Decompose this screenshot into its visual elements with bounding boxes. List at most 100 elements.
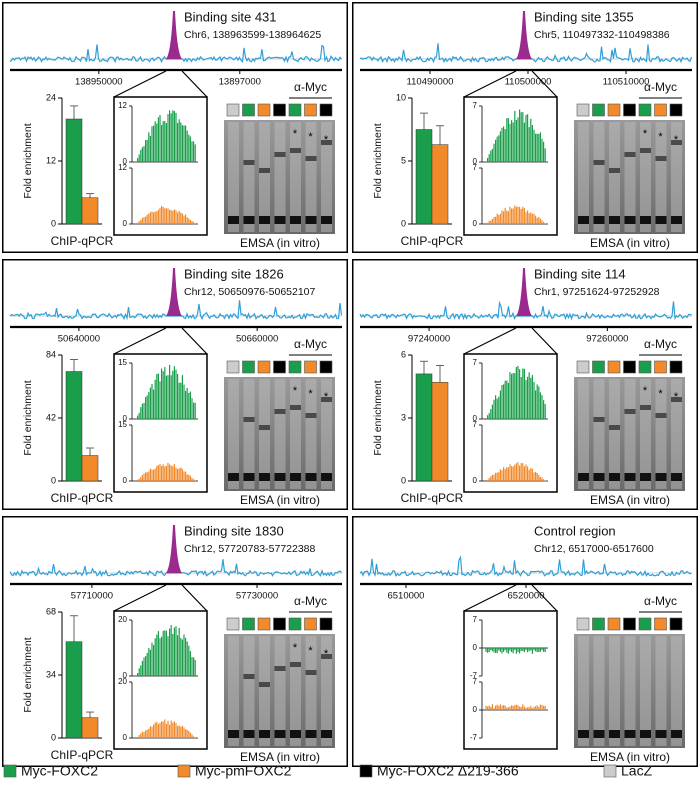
lane-marker [242,360,255,374]
emsa-label: EMSA (in vitro) [240,493,320,507]
inset-box [463,610,558,750]
gel-lane [624,379,636,489]
free-probe-band [321,473,332,481]
gel-lane [609,636,620,746]
y-tick-label: 0 [51,218,56,228]
y-tick-label: 68 [46,606,56,616]
y-tick-label: 42 [46,412,56,422]
gel-lane [305,379,317,489]
lane-marker [638,360,652,374]
y-tick-label: 3 [401,412,406,422]
x-tick-label: 57710000 [71,591,113,602]
shift-band [655,413,667,418]
panel-location: Chr6, 138963599-138964625 [184,29,321,41]
shift-band [290,662,301,667]
free-probe-band [228,730,239,738]
bar [431,144,449,225]
shift-band [305,156,317,161]
gel-lane [655,379,667,489]
free-probe-band [228,216,239,224]
lane-marker [304,617,317,631]
shift-band [274,409,286,414]
free-probe-band [640,216,651,224]
inset-tick-label: 7 [473,163,478,172]
inset-tick-label: 0 [123,157,128,166]
panel-location: Chr12, 6517000-6517600 [534,543,654,555]
x-tick-label: 50660000 [236,334,278,345]
bar [65,371,83,482]
lane-marker [638,617,652,631]
zoom-lines [463,70,558,98]
shift-marker: * [293,385,298,397]
free-probe-band [655,730,667,738]
lane-marker [242,617,255,631]
free-probe-band [578,216,589,224]
shift-band [321,140,332,145]
shift-band [274,152,286,157]
shift-marker: * [643,385,648,397]
gel-lane [243,636,255,746]
inset-tick-label: -7 [470,671,478,680]
gel-lane [321,379,332,489]
lane-marker [226,360,240,374]
lane-marker [288,103,302,117]
shift-marker: * [293,128,298,140]
emsa-label: EMSA (in vitro) [590,236,670,250]
inset-tick-label: 20 [118,615,127,624]
shift-band [593,160,605,165]
x-axis-label: ChIP-qPCR [51,748,114,762]
gel-lane [609,122,620,232]
panel-location: Chr1, 97251624-97252928 [534,286,660,298]
gel-lane [274,122,286,232]
panel: Binding site 1826 Chr12, 50650976-5065210… [2,259,348,510]
gel-lane [259,379,270,489]
gel-lane [259,636,270,746]
shift-marker: * [658,388,663,400]
gel-lane [321,636,332,746]
y-axis-label: Fold enrichment [22,123,34,198]
panel-border [352,2,698,253]
shift-marker: * [324,648,329,660]
shift-marker: * [674,391,679,403]
gel-lane [671,122,682,232]
lane-marker [288,617,302,631]
antibody-label: α-Myc [294,337,327,351]
gel-lane [305,122,317,232]
panel-title: Binding site 114 [534,266,626,281]
gel-lane [624,636,636,746]
lane-marker [607,617,621,631]
gel-lane [274,636,286,746]
inset-tick-label: -7 [470,733,478,742]
y-tick-label: 0 [51,475,56,485]
x-tick-label: 110490000 [407,77,454,88]
antibody-label: α-Myc [644,594,677,608]
bar [431,382,449,482]
lane-marker [319,617,333,631]
free-probe-band [274,730,286,738]
emsa-label: EMSA (in vitro) [240,750,320,764]
panel-location: Chr12, 57720783-57722388 [184,543,316,555]
panel-location: Chr12, 50650976-50652107 [184,286,316,298]
lane-marker [623,360,636,374]
y-tick-label: 34 [46,669,56,679]
inset-tick-label: 12 [118,163,127,172]
free-probe-band [624,473,636,481]
y-tick-label: 10 [396,92,406,102]
shift-marker: * [674,134,679,146]
gel-lane [593,379,605,489]
inset-tick-label: 0 [473,157,478,166]
x-axis-label: ChIP-qPCR [401,234,464,248]
legend-label: Myc-FOXC2 [21,763,98,779]
lane-marker [273,360,286,374]
gel-lane [305,636,317,746]
lane-marker [592,617,605,631]
bar [415,373,433,482]
lane-marker [288,360,302,374]
panel: Binding site 1830 Chr12, 57720783-5772238… [2,516,348,767]
panel-border [2,2,348,253]
gel-lane [640,122,651,232]
lane-marker [576,617,590,631]
lane-marker [669,617,683,631]
gel-lane [290,122,301,232]
free-probe-band [578,730,589,738]
